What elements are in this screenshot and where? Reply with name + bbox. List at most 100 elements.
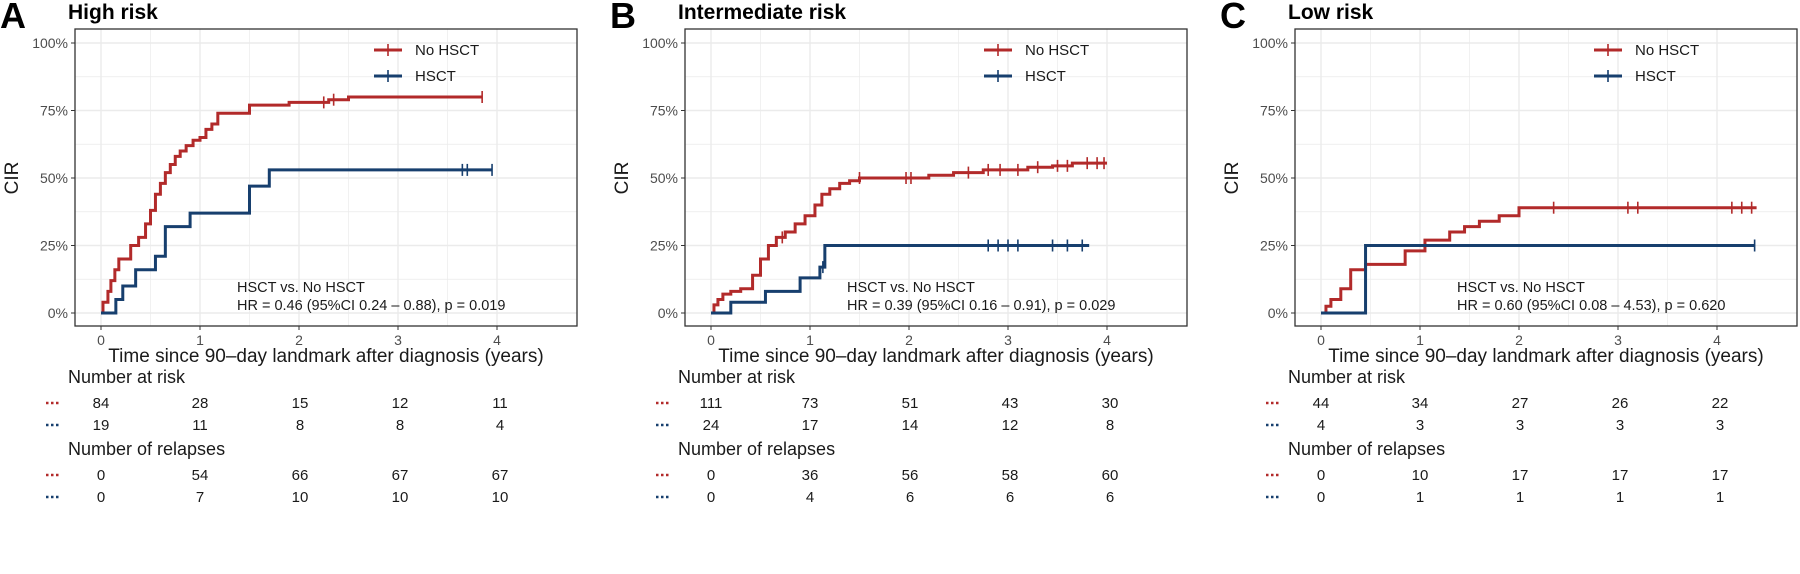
risk-table-cell: 6 [1006, 489, 1014, 506]
hr-annotation-header: HSCT vs. No HSCT [237, 280, 365, 296]
y-tick-label: 0% [658, 305, 678, 321]
risk-table-cell: 10 [392, 489, 409, 506]
series-line-hsct [1321, 244, 1755, 315]
panel-letter: A [0, 0, 26, 36]
panel-title: High risk [68, 1, 158, 24]
risk-table-cell: 54 [192, 467, 209, 484]
x-tick-label: 3 [394, 332, 402, 348]
risk-table-cell: 4 [496, 417, 504, 434]
risk-table-cell: 8 [296, 417, 304, 434]
risk-table-cell: 66 [292, 467, 309, 484]
risk-table-cell: 1 [1516, 489, 1524, 506]
x-tick-label: 4 [493, 332, 501, 348]
risk-table-cell: 3 [1416, 417, 1424, 434]
legend-label: No HSCT [415, 42, 479, 59]
risk-table-title: Number at risk [678, 367, 796, 387]
y-tick-label: 100% [642, 35, 678, 51]
x-axis-title: Time since 90–day landmark after diagnos… [108, 346, 543, 367]
y-tick-label: 0% [1268, 305, 1288, 321]
risk-table-cell: 19 [93, 417, 110, 434]
risk-table-cell: 6 [906, 489, 914, 506]
risk-table-cell: 0 [1317, 467, 1325, 484]
risk-table-cell: 14 [902, 417, 919, 434]
risk-table-cell: 8 [396, 417, 404, 434]
risk-table-cell: 0 [707, 489, 715, 506]
series-line-hsct [101, 168, 493, 315]
x-tick-label: 3 [1614, 332, 1622, 348]
legend-label: No HSCT [1025, 42, 1089, 59]
x-axis-title: Time since 90–day landmark after diagnos… [718, 346, 1153, 367]
y-tick-label: 50% [1260, 170, 1288, 186]
risk-table-title: Number at risk [1288, 367, 1406, 387]
risk-table-title: Number of relapses [1288, 439, 1445, 459]
risk-table-cell: 11 [492, 395, 508, 412]
hr-annotation-header: HSCT vs. No HSCT [847, 280, 975, 296]
risk-table-cell: 1 [1616, 489, 1624, 506]
x-tick-label: 2 [905, 332, 913, 348]
risk-table-cell: 1 [1716, 489, 1724, 506]
risk-table-cell: 1 [1416, 489, 1424, 506]
legend-label: No HSCT [1635, 42, 1699, 59]
y-tick-label: 50% [650, 170, 678, 186]
panel-letter: C [1220, 0, 1246, 36]
y-axis-title: CIR [1222, 162, 1243, 195]
series-line-no-hsct [711, 161, 1107, 315]
x-tick-label: 2 [1515, 332, 1523, 348]
risk-table-cell: 51 [902, 395, 919, 412]
panel-letter: B [610, 0, 636, 36]
legend-label: HSCT [415, 68, 456, 85]
risk-table-cell: 12 [1002, 417, 1019, 434]
panel-title: Low risk [1288, 1, 1374, 24]
series-line-no-hsct [1321, 206, 1757, 315]
risk-table-cell: 43 [1002, 395, 1019, 412]
series-line-no-hsct [101, 95, 483, 315]
risk-table-cell: 24 [703, 417, 720, 434]
risk-table-title: Number at risk [68, 367, 186, 387]
x-tick-label: 3 [1004, 332, 1012, 348]
risk-table-cell: 4 [806, 489, 814, 506]
risk-table-cell: 8 [1106, 417, 1114, 434]
x-axis-title: Time since 90–day landmark after diagnos… [1328, 346, 1763, 367]
risk-table-cell: 22 [1712, 395, 1729, 412]
risk-table-cell: 56 [902, 467, 919, 484]
y-tick-label: 75% [40, 103, 68, 119]
x-tick-label: 0 [97, 332, 105, 348]
y-tick-label: 25% [650, 238, 678, 254]
panel-b: 0 1 2 3 40%25%50%75%100%B Intermediate riskCI… [610, 0, 1188, 506]
risk-table-cell: 15 [292, 395, 309, 412]
risk-table-cell: 111 [700, 395, 723, 412]
risk-table-cell: 67 [492, 467, 509, 484]
x-tick-label: 1 [1416, 332, 1424, 348]
x-tick-label: 2 [295, 332, 303, 348]
risk-table-cell: 10 [292, 489, 309, 506]
series-line-hsct [711, 244, 1090, 315]
legend-label: HSCT [1025, 68, 1066, 85]
risk-table-cell: 44 [1313, 395, 1330, 412]
risk-table-cell: 30 [1102, 395, 1119, 412]
x-tick-label: 0 [707, 332, 715, 348]
x-tick-label: 0 [1317, 332, 1325, 348]
hr-annotation-value: HR = 0.39 (95%CI 0.16 – 0.91), p = 0.029 [847, 298, 1115, 314]
risk-table-title: Number of relapses [678, 439, 835, 459]
x-tick-label: 4 [1713, 332, 1721, 348]
risk-table-cell: 17 [1512, 467, 1529, 484]
risk-table-cell: 7 [196, 489, 204, 506]
risk-table-cell: 12 [392, 395, 409, 412]
risk-table-cell: 0 [97, 489, 105, 506]
panel-title: Intermediate risk [678, 1, 846, 24]
y-tick-label: 50% [40, 170, 68, 186]
y-tick-label: 75% [1260, 103, 1288, 119]
risk-table-cell: 11 [192, 417, 208, 434]
risk-table-cell: 17 [1712, 467, 1729, 484]
risk-table-cell: 3 [1516, 417, 1524, 434]
risk-table-cell: 17 [802, 417, 819, 434]
y-tick-label: 0% [48, 305, 68, 321]
risk-table-cell: 6 [1106, 489, 1114, 506]
y-tick-label: 100% [1252, 35, 1288, 51]
risk-table-cell: 17 [1612, 467, 1629, 484]
risk-table-cell: 34 [1412, 395, 1429, 412]
x-tick-label: 4 [1103, 332, 1111, 348]
